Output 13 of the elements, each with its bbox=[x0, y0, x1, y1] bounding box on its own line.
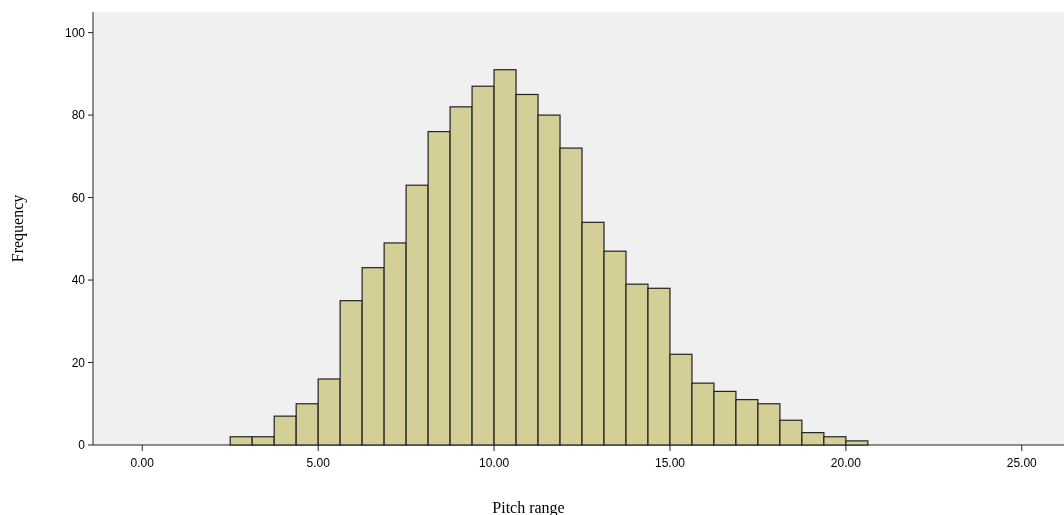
x-tick-label: 0.00 bbox=[130, 456, 155, 470]
x-tick-label: 20.00 bbox=[830, 456, 862, 470]
y-tick-label: 40 bbox=[71, 273, 86, 288]
y-tick-label: 60 bbox=[71, 190, 86, 205]
x-tick-label: 25.00 bbox=[1006, 456, 1038, 470]
x-tick-label: 5.00 bbox=[306, 456, 331, 470]
y-axis-title: Frequency bbox=[9, 194, 27, 263]
y-tick-label: 100 bbox=[64, 25, 86, 40]
y-tick-label: 0 bbox=[78, 438, 86, 453]
y-tick-label: 80 bbox=[71, 108, 86, 123]
y-tick-label: 20 bbox=[71, 355, 86, 370]
x-tick-label: 15.00 bbox=[654, 456, 686, 470]
x-tick-label: 10.00 bbox=[479, 456, 510, 470]
